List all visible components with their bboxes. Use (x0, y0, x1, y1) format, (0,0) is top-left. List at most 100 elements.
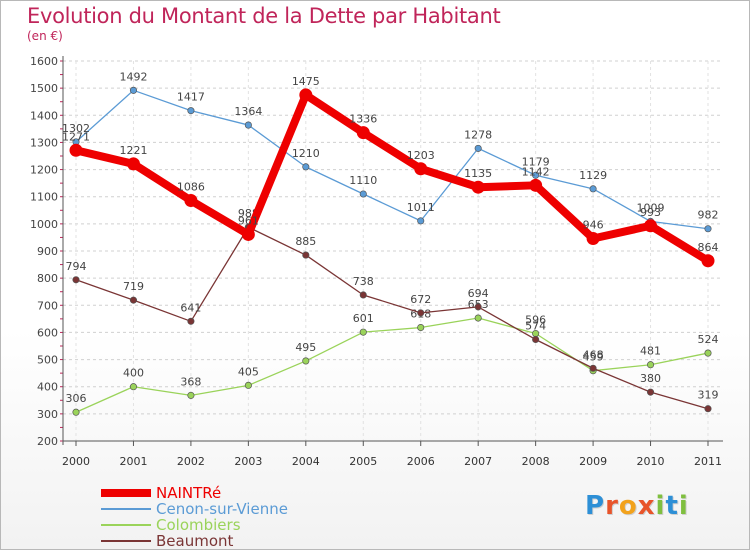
data-point (529, 178, 543, 192)
legend-label: Colombiers (156, 516, 241, 534)
data-label: 574 (525, 319, 546, 332)
data-point (359, 291, 367, 299)
data-point (474, 303, 482, 311)
data-label: 1110 (349, 174, 377, 187)
x-tick-label: 2001 (119, 455, 147, 468)
y-tick-label: 300 (37, 408, 58, 421)
data-label: 1302 (62, 122, 90, 135)
series-line (75, 89, 709, 230)
legend-swatch (101, 508, 151, 510)
y-tick-label: 200 (37, 435, 58, 448)
data-point (302, 357, 310, 365)
data-point (417, 323, 425, 332)
data-label: 380 (640, 372, 661, 385)
data-label: 1129 (579, 169, 607, 182)
data-label: 719 (123, 280, 144, 293)
data-label: 641 (180, 301, 201, 314)
data-point (187, 107, 195, 115)
chart-subtitle: (en €) (27, 29, 63, 43)
data-point (72, 408, 80, 416)
data-point (359, 328, 367, 336)
data-label: 1492 (119, 70, 147, 83)
data-label: 1142 (522, 165, 550, 178)
data-label: 601 (353, 312, 374, 325)
data-point (589, 364, 597, 372)
data-point (532, 171, 540, 179)
data-label: 672 (410, 293, 431, 306)
data-label: 982 (698, 209, 719, 222)
data-point (704, 225, 712, 233)
line-chart: 200 300 400 500 600 700 800 900 1000 1100 1200 1300… (30, 55, 723, 468)
data-label: 524 (698, 333, 719, 346)
logo-letter: t (665, 491, 679, 521)
data-point (532, 335, 540, 344)
legend-swatch (101, 524, 151, 526)
data-point (471, 180, 485, 194)
logo-letter: P (585, 491, 606, 521)
data-point (299, 88, 313, 102)
x-tick-label: 2004 (292, 455, 320, 468)
chart-title: Evolution du Montant de la Dette par Hab… (27, 4, 501, 28)
logo-letter: i (655, 491, 666, 521)
data-point (126, 157, 140, 171)
data-label: 1271 (62, 130, 90, 143)
data-point (72, 276, 80, 284)
x-tick-label: 2008 (522, 455, 550, 468)
data-point (474, 144, 482, 152)
data-label: 794 (66, 260, 87, 273)
y-tick-label: 1600 (30, 55, 58, 68)
data-label: 495 (295, 341, 316, 354)
data-label: 306 (66, 392, 87, 405)
logo-letter: r (605, 491, 619, 521)
data-label: 459 (583, 351, 604, 364)
x-tick-label: 2002 (177, 455, 205, 468)
data-label: 319 (698, 389, 719, 402)
data-label: 1221 (119, 144, 147, 157)
data-label: 1417 (177, 91, 205, 104)
data-point (302, 163, 310, 171)
series-line (72, 90, 712, 265)
y-tick-label: 1400 (30, 109, 58, 122)
data-label: 1179 (522, 155, 550, 168)
data-label: 368 (180, 375, 201, 388)
data-point (474, 314, 482, 322)
x-tick-label: 2006 (407, 455, 435, 468)
data-point (646, 361, 655, 369)
x-tick-label: 2010 (637, 455, 665, 468)
data-point (417, 309, 425, 317)
series-line (75, 226, 709, 410)
data-point (129, 86, 138, 94)
logo-letter: o (618, 491, 638, 521)
y-tick-label: 1200 (30, 164, 58, 177)
data-point (69, 143, 83, 157)
data-point (586, 232, 600, 246)
y-tick-label: 800 (37, 272, 58, 285)
legend-swatch (101, 540, 151, 542)
data-label: 1011 (407, 201, 435, 214)
data-label: 1364 (234, 105, 262, 118)
data-point (646, 388, 655, 396)
data-point (187, 317, 195, 325)
data-label: 400 (123, 367, 144, 380)
data-label: 1135 (464, 167, 492, 180)
y-tick-label: 1000 (30, 218, 58, 231)
data-label: 946 (583, 219, 604, 232)
data-point (302, 251, 310, 259)
data-label: 1278 (464, 128, 492, 141)
data-point (589, 185, 597, 193)
data-label: 864 (698, 241, 719, 254)
legend-label: Cenon-sur-Vienne (156, 500, 288, 518)
data-point (244, 121, 252, 129)
data-label: 961 (238, 214, 259, 227)
data-point (244, 381, 252, 389)
legend-label: NAINTRé (156, 484, 222, 502)
y-tick-label: 1300 (30, 136, 58, 149)
data-point (417, 217, 425, 225)
x-tick-label: 2011 (694, 455, 722, 468)
data-label: 738 (353, 275, 374, 288)
x-tick-label: 2005 (349, 455, 377, 468)
x-tick-label: 2000 (62, 455, 90, 468)
data-point (644, 219, 658, 233)
data-label: 885 (295, 235, 316, 248)
